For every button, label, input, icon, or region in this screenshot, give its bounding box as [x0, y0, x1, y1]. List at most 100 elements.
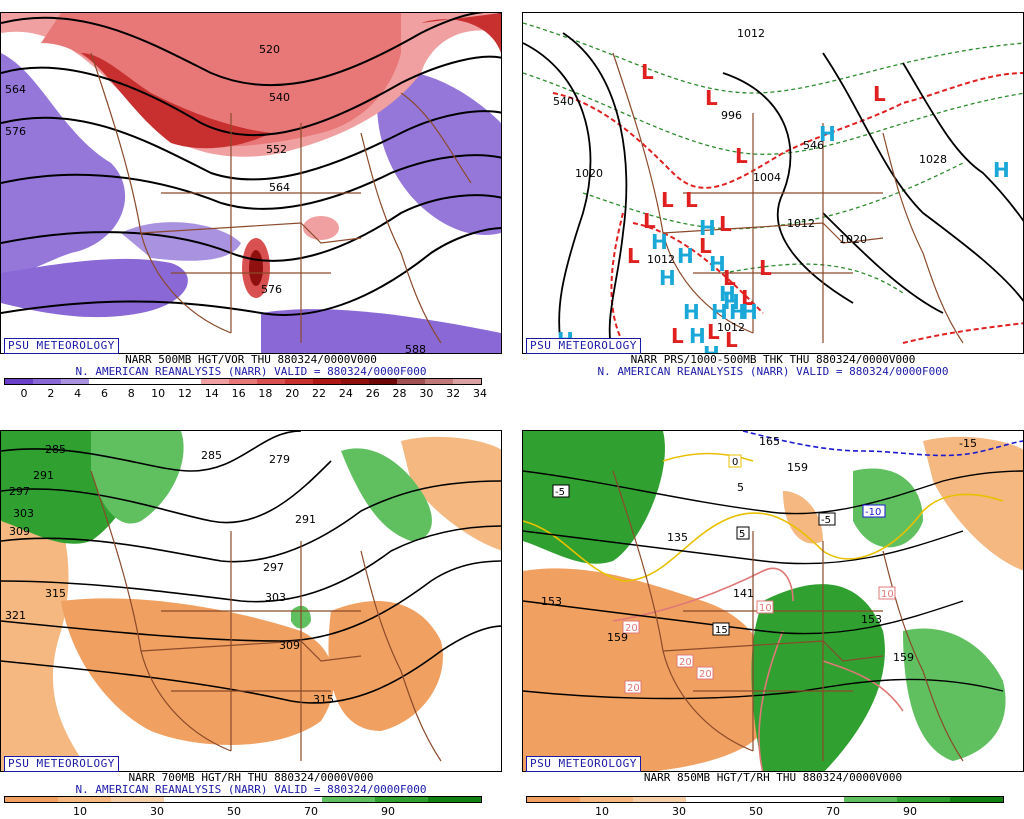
label-20-a: 20: [625, 623, 638, 634]
low-markers: LLL L LL LLL LLL L LL L: [627, 60, 886, 352]
colorbar-swatch: [527, 797, 580, 802]
label-0: 0: [732, 457, 738, 468]
colorbar-swatch: [5, 379, 33, 384]
colorbar-swatch: [285, 379, 313, 384]
chart-title: NARR 700MB HGT/RH THU 880324/0000V000: [128, 771, 374, 784]
svg-text:H: H: [993, 158, 1010, 182]
label-1028: 1028: [919, 153, 947, 166]
label-20-d: 20: [627, 683, 640, 694]
label-309: 309: [9, 525, 30, 538]
colorbar-swatch: [844, 797, 898, 802]
colorbar-ticks: 0 2 4 6 8 10 12 14 16 18 20 22 24 26 28 30 32 34: [0, 387, 502, 400]
svg-text:L: L: [643, 209, 656, 233]
colorbar-swatch: [950, 797, 1004, 802]
colorbar-swatch: [33, 379, 61, 384]
psu-badge: PSU METEOROLOGY: [4, 338, 119, 354]
colorbar-tick: 10: [595, 805, 609, 818]
colorbar-tick: 90: [903, 805, 917, 818]
label-20-b: 20: [679, 657, 692, 668]
label-m5-w: -5: [555, 487, 565, 498]
label-588: 588: [405, 343, 426, 354]
colorbar: [526, 796, 1004, 803]
colorbar-tick: 0: [20, 387, 28, 400]
label-1012-w: 1012: [647, 253, 675, 266]
chart-subtitle: N. AMERICAN REANALYSIS (NARR) VALID = 88…: [597, 365, 949, 378]
psu-badge: PSU METEOROLOGY: [4, 756, 119, 772]
chart-title: NARR PRS/1000-500MB THK THU 880324/0000V…: [630, 353, 916, 366]
colorbar-tick: 2: [47, 387, 55, 400]
label-1004: 1004: [753, 171, 781, 184]
svg-text:L: L: [719, 212, 732, 236]
colorbar-swatch: [89, 379, 117, 384]
label-1012-n: 1012: [737, 27, 765, 40]
svg-text:L: L: [641, 60, 654, 84]
svg-text:L: L: [725, 328, 738, 352]
svg-text:H: H: [659, 266, 676, 290]
colorbar-swatch: [5, 797, 58, 802]
label-135: 135: [667, 531, 688, 544]
label-576-w: 576: [5, 125, 26, 138]
map-850mb-svg: -5 0 -10 -5 5 10 15 20 20 20 2: [523, 431, 1023, 771]
svg-text:L: L: [685, 188, 698, 212]
label-303: 303: [13, 507, 34, 520]
label-5: 5: [739, 529, 745, 540]
label-303-c: 303: [265, 591, 286, 604]
panel-850mb: -5 0 -10 -5 5 10 15 20 20 20 2: [522, 418, 1024, 818]
label-291-c: 291: [295, 513, 316, 526]
label-153: 153: [861, 613, 882, 626]
colorbar-tick: 14: [204, 387, 219, 400]
label-10-e: 10: [881, 589, 894, 600]
svg-text:H: H: [741, 300, 758, 324]
colorbar-swatch: [269, 797, 323, 802]
map-700mb: 285 291 297 303 309 315 321 285 279 291 …: [0, 430, 502, 772]
colorbar-swatch: [229, 379, 257, 384]
colorbar-swatch: [369, 379, 397, 384]
label-5-n: 5: [737, 481, 744, 494]
label-m15: -15: [959, 437, 977, 450]
colorbar-swatch: [453, 379, 481, 384]
map-500mb-svg: 520 540 552 564 576 588 576 564: [1, 13, 501, 354]
svg-text:H: H: [683, 300, 700, 324]
colorbar-tick: 22: [312, 387, 327, 400]
panel-700mb: 285 291 297 303 309 315 321 285 279 291 …: [0, 418, 502, 818]
svg-text:H: H: [723, 290, 740, 314]
colorbar-swatch: [425, 379, 453, 384]
colorbar-tick: 30: [419, 387, 434, 400]
map-850mb: -5 0 -10 -5 5 10 15 20 20 20 2: [522, 430, 1024, 772]
colorbar-swatch: [61, 379, 89, 384]
chart-title: NARR 850MB HGT/T/RH THU 880324/0000V000: [643, 771, 903, 784]
label-159-n: 159: [787, 461, 808, 474]
colorbar-tick: 70: [826, 805, 840, 818]
colorbar-swatch: [341, 379, 369, 384]
chart-subtitle: N. AMERICAN REANALYSIS (NARR) VALID = 88…: [75, 365, 427, 378]
label-297-c: 297: [263, 561, 284, 574]
label-321: 321: [5, 609, 26, 622]
svg-text:L: L: [723, 266, 736, 290]
svg-text:L: L: [759, 256, 772, 280]
colorbar-tick: 34: [473, 387, 487, 400]
label-576: 576: [261, 283, 282, 296]
svg-text:H: H: [699, 216, 716, 240]
colorbar-swatch: [375, 797, 429, 802]
label-m10: -10: [865, 507, 881, 518]
colorbar-tick: 6: [100, 387, 108, 400]
colorbar-tick: 28: [392, 387, 407, 400]
label-141: 141: [733, 587, 754, 600]
svg-text:L: L: [735, 144, 748, 168]
colorbar-swatch: [117, 379, 145, 384]
svg-text:H: H: [703, 342, 720, 354]
colorbar-tick: 70: [304, 805, 318, 818]
colorbar-ticks: 10 30 50 70 90: [522, 805, 1024, 818]
label-996: 996: [721, 109, 742, 122]
colorbar-swatch: [579, 797, 633, 802]
label-165: 165: [759, 435, 780, 448]
colorbar-tick: 10: [73, 805, 87, 818]
label-540: 540: [269, 91, 290, 104]
svg-text:L: L: [741, 286, 754, 310]
colorbar-swatch: [738, 797, 792, 802]
colorbar-swatch: [791, 797, 845, 802]
label-564-w: 564: [5, 83, 26, 96]
colorbar-swatch: [685, 797, 739, 802]
